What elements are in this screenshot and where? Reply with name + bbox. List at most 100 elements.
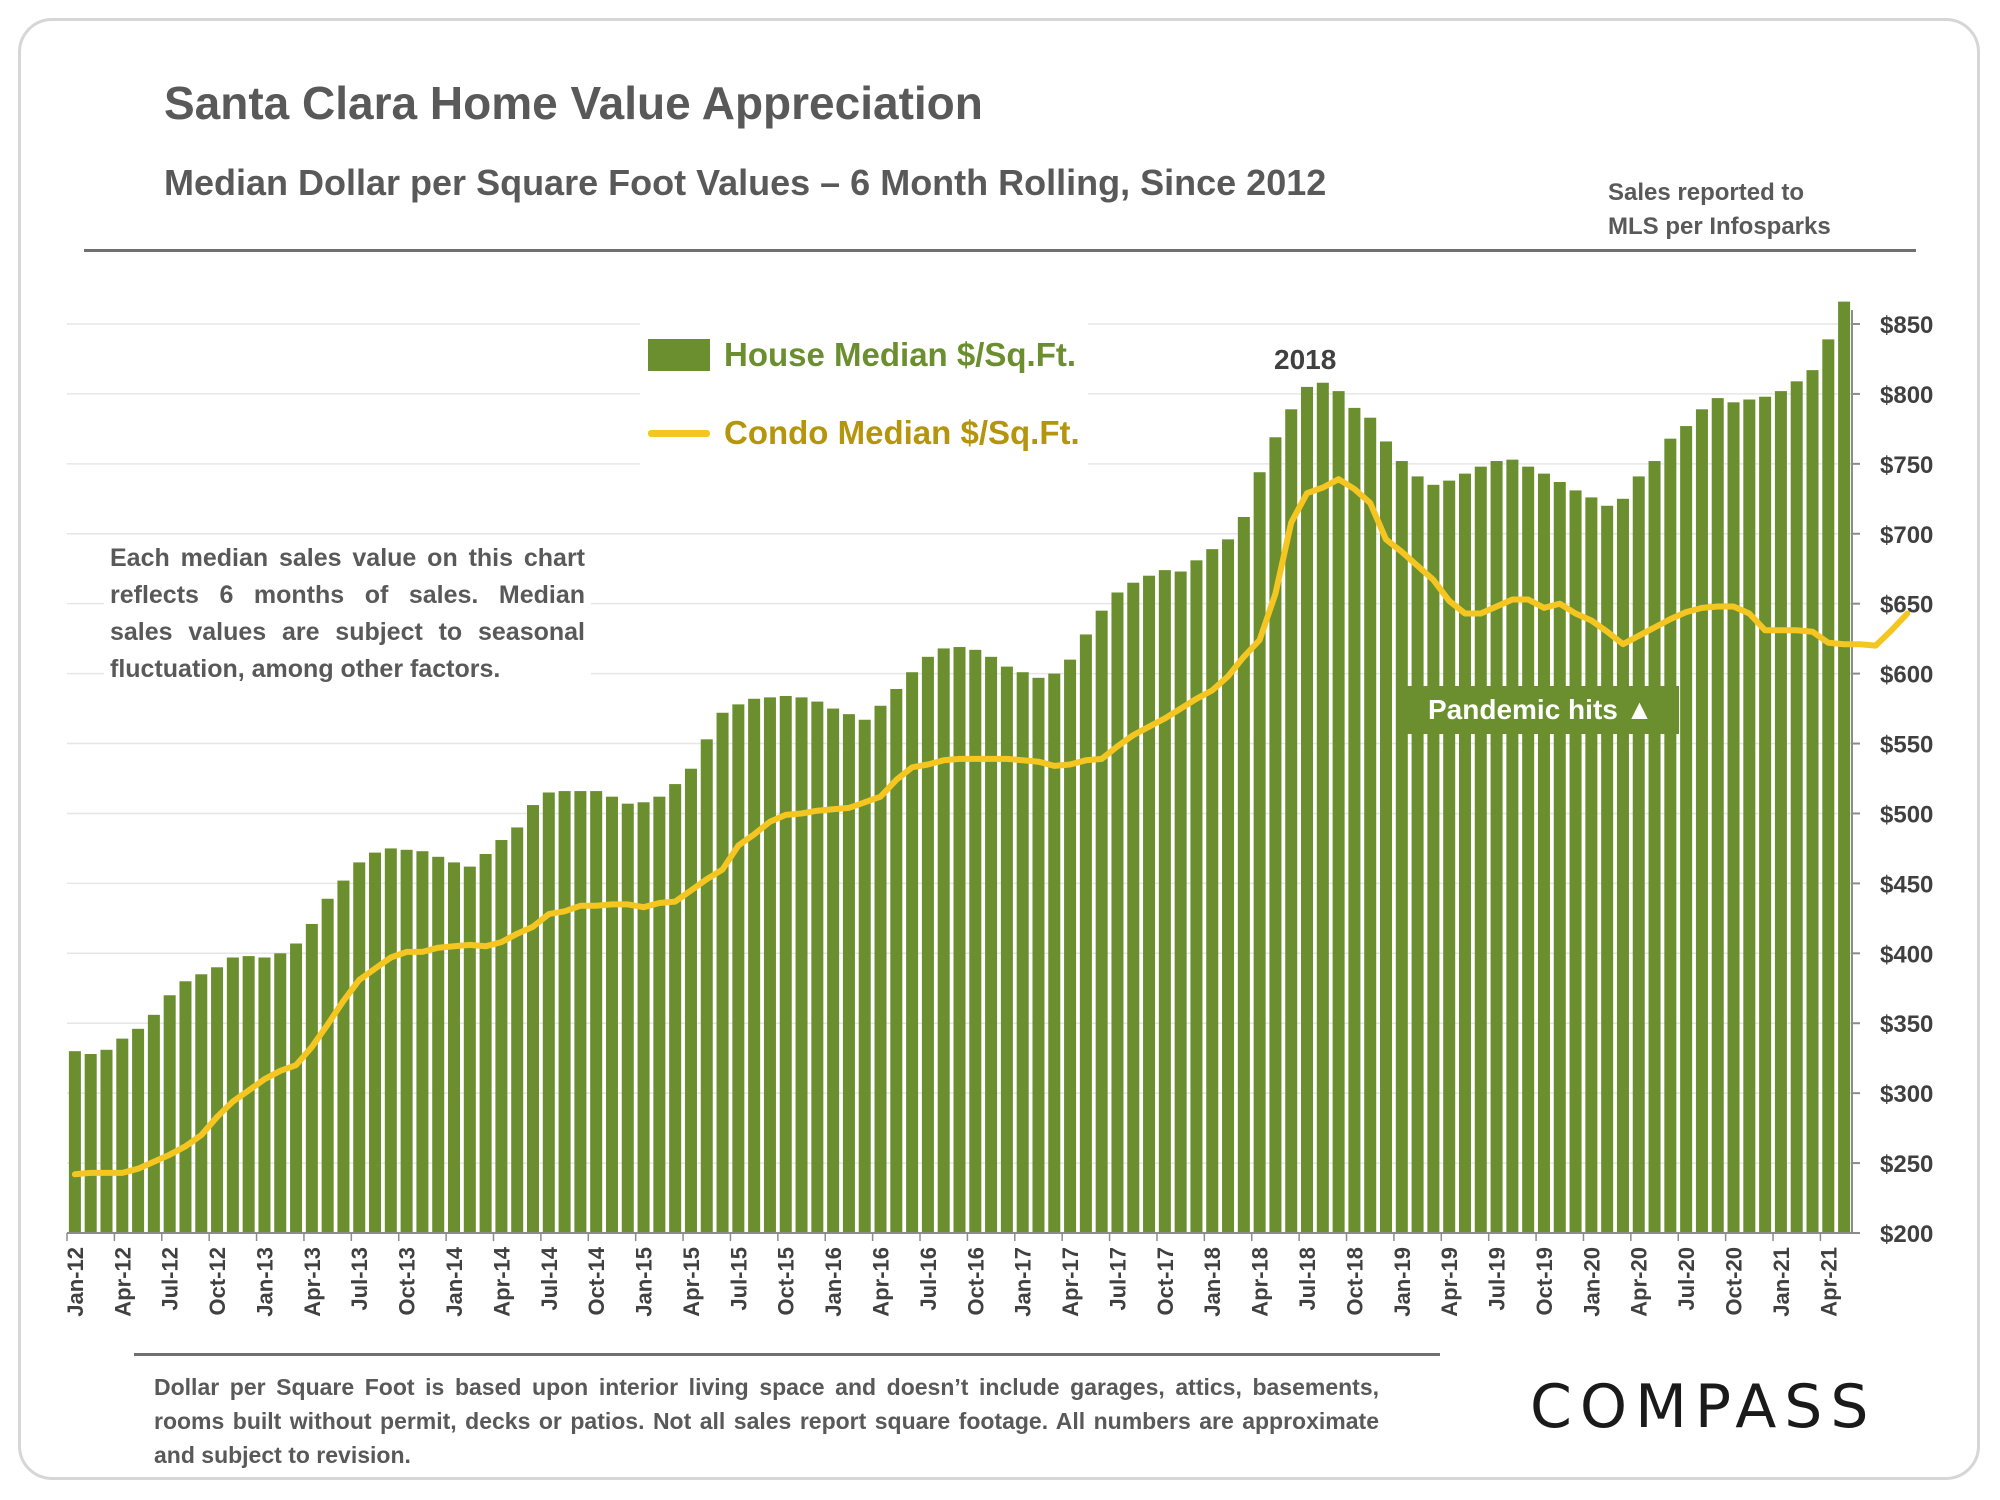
house-bar <box>890 688 903 1233</box>
x-tick-label: Jan-12 <box>63 1247 88 1317</box>
house-bar <box>211 967 224 1233</box>
x-tick-label: Jan-14 <box>442 1246 467 1316</box>
house-bar <box>969 649 982 1233</box>
house-bar <box>1458 473 1471 1233</box>
house-bar <box>1774 391 1787 1233</box>
legend-house-swatch <box>648 339 710 371</box>
x-tick-label: Jan-13 <box>252 1247 277 1317</box>
house-bar <box>842 714 855 1233</box>
house-bar <box>100 1049 113 1233</box>
house-bar <box>1364 417 1377 1233</box>
house-bar <box>732 704 745 1233</box>
header-divider <box>84 249 1916 252</box>
house-bar <box>590 791 603 1233</box>
x-tick-label: Apr-21 <box>1816 1247 1841 1317</box>
x-tick-label: Jan-17 <box>1011 1247 1036 1317</box>
house-bar <box>1222 539 1235 1233</box>
house-bar <box>353 862 366 1233</box>
house-bar <box>716 712 729 1233</box>
x-tick-label: Apr-20 <box>1627 1247 1652 1317</box>
house-bar <box>1190 560 1203 1233</box>
house-bar <box>1143 575 1156 1233</box>
y-tick-label: $500 <box>1880 801 1933 828</box>
house-bar <box>574 791 587 1233</box>
x-tick-label: Jan-20 <box>1579 1247 1604 1317</box>
legend-condo: Condo Median $/Sq.Ft. <box>648 404 1080 462</box>
house-bar <box>653 796 666 1233</box>
house-bar <box>116 1038 129 1233</box>
house-bar <box>1301 386 1314 1234</box>
x-tick-label: Oct-12 <box>205 1247 230 1315</box>
house-bar <box>1095 610 1108 1233</box>
house-bar <box>432 856 445 1233</box>
house-bar <box>511 827 524 1233</box>
house-bar <box>479 854 492 1233</box>
x-tick-label: Jan-18 <box>1200 1247 1225 1317</box>
x-tick-label: Oct-16 <box>963 1247 988 1315</box>
house-bar <box>1759 396 1772 1233</box>
legend-condo-label: Condo Median $/Sq.Ft. <box>724 414 1080 451</box>
house-bar <box>416 851 429 1233</box>
house-bar <box>1585 497 1598 1233</box>
house-bar <box>1664 438 1677 1233</box>
house-bar <box>542 792 555 1233</box>
house-bar <box>1553 482 1566 1233</box>
house-bar <box>700 739 713 1233</box>
source-line-1: Sales reported to <box>1608 179 1805 206</box>
house-bars <box>68 301 1851 1234</box>
legend-condo-swatch <box>648 429 710 437</box>
x-tick-label: Apr-15 <box>679 1247 704 1317</box>
x-tick-label: Apr-17 <box>1058 1247 1083 1317</box>
house-bar <box>684 768 697 1233</box>
house-bar <box>132 1028 145 1233</box>
house-bar <box>1237 516 1250 1233</box>
house-bar <box>669 784 682 1233</box>
y-tick-label: $200 <box>1880 1221 1933 1248</box>
x-tick-label: Apr-19 <box>1437 1247 1462 1317</box>
house-bar <box>1648 461 1661 1233</box>
house-bar <box>1838 301 1851 1233</box>
house-bar <box>1111 592 1124 1233</box>
house-bar <box>763 697 776 1233</box>
x-tick-label: Jul-15 <box>726 1247 751 1311</box>
annotation-pandemic: Pandemic hits ▲ <box>1402 686 1680 734</box>
house-bar <box>400 849 413 1233</box>
house-bar <box>874 705 887 1233</box>
x-tick-label: Apr-14 <box>489 1246 514 1316</box>
house-bar <box>1616 498 1629 1234</box>
house-bar <box>1822 339 1835 1234</box>
y-tick-label: $550 <box>1880 732 1933 759</box>
house-bar <box>985 656 998 1233</box>
house-bar <box>811 701 824 1233</box>
source-note: Sales reported to MLS per Infosparks <box>1608 176 1908 244</box>
house-bar <box>179 981 192 1233</box>
y-tick-label: $700 <box>1880 522 1933 549</box>
house-bar <box>163 995 176 1233</box>
house-bar <box>290 943 303 1233</box>
house-bar <box>795 697 808 1233</box>
legend-house: House Median $/Sq.Ft. <box>648 326 1080 384</box>
house-bar <box>1332 391 1345 1233</box>
x-tick-label: Oct-19 <box>1532 1247 1557 1315</box>
x-tick-label: Jul-17 <box>1105 1247 1130 1311</box>
x-tick-label: Oct-20 <box>1722 1247 1747 1315</box>
house-bar <box>1269 437 1282 1234</box>
y-tick-label: $650 <box>1880 592 1933 619</box>
house-bar <box>1490 461 1503 1233</box>
house-bar <box>526 805 539 1233</box>
x-tick-label: Jul-18 <box>1295 1247 1320 1311</box>
house-bar <box>779 695 792 1233</box>
x-tick-label: Oct-13 <box>395 1247 420 1315</box>
house-bar <box>1569 490 1582 1233</box>
x-tick-label: Jul-12 <box>158 1247 183 1311</box>
house-bar <box>337 880 350 1233</box>
house-bar <box>242 956 255 1233</box>
house-bar <box>1048 673 1061 1233</box>
house-bar <box>1079 634 1092 1233</box>
x-tick-label: Apr-18 <box>1248 1247 1273 1317</box>
house-bar <box>1711 398 1724 1233</box>
house-bar <box>1000 666 1013 1233</box>
house-bar <box>226 957 239 1233</box>
house-bar <box>1380 441 1393 1233</box>
x-tick-labels: Jan-12 Apr-12 Jul-12 Oct-12 Jan-13 Apr-13 Jul-… <box>63 1233 1841 1317</box>
